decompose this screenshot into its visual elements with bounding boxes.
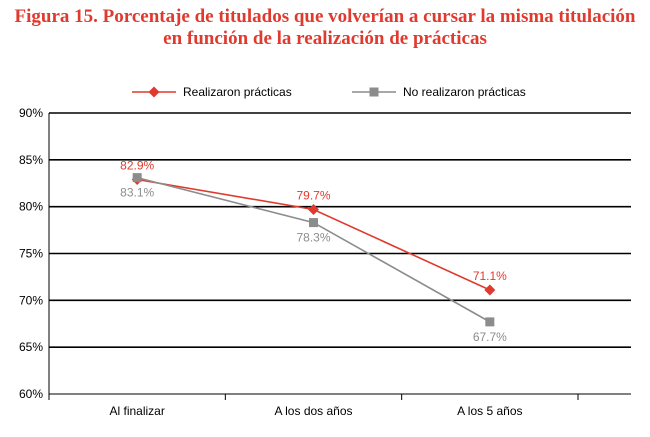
data-point-square [309,218,318,228]
y-tick-label: 85% [19,153,43,167]
x-tick-label: A los 5 años [457,404,522,418]
y-tick-label: 80% [19,200,43,214]
legend-label: Realizaron prácticas [183,85,292,99]
data-point-diamond [484,284,496,296]
chart-title-line2: en función de la realización de práctica… [163,28,487,49]
data-label: 67.7% [473,330,507,344]
y-tick-label: 70% [19,293,43,307]
legend-marker-diamond [148,86,160,98]
data-label: 83.1% [120,186,154,200]
data-label: 78.3% [296,231,330,245]
data-point-square [132,173,142,183]
chart-title-line1: Figura 15. Porcentaje de titulados que v… [14,6,636,27]
y-tick-label: 65% [19,340,43,354]
y-tick-label: 60% [19,387,43,401]
x-tick-label: Al finalizar [109,404,164,418]
x-tick-label: A los dos años [274,404,352,418]
chart-title: Figura 15. Porcentaje de titulados que v… [0,6,650,50]
legend-marker-square [369,87,379,97]
y-tick-label: 90% [19,106,43,120]
data-point-square [485,317,495,327]
data-label: 71.1% [473,269,507,283]
data-label: 79.7% [296,188,330,202]
data-label: 82.9% [120,159,154,173]
y-tick-label: 75% [19,247,43,261]
legend-label: No realizaron prácticas [403,85,526,99]
data-point-diamond [308,203,319,215]
